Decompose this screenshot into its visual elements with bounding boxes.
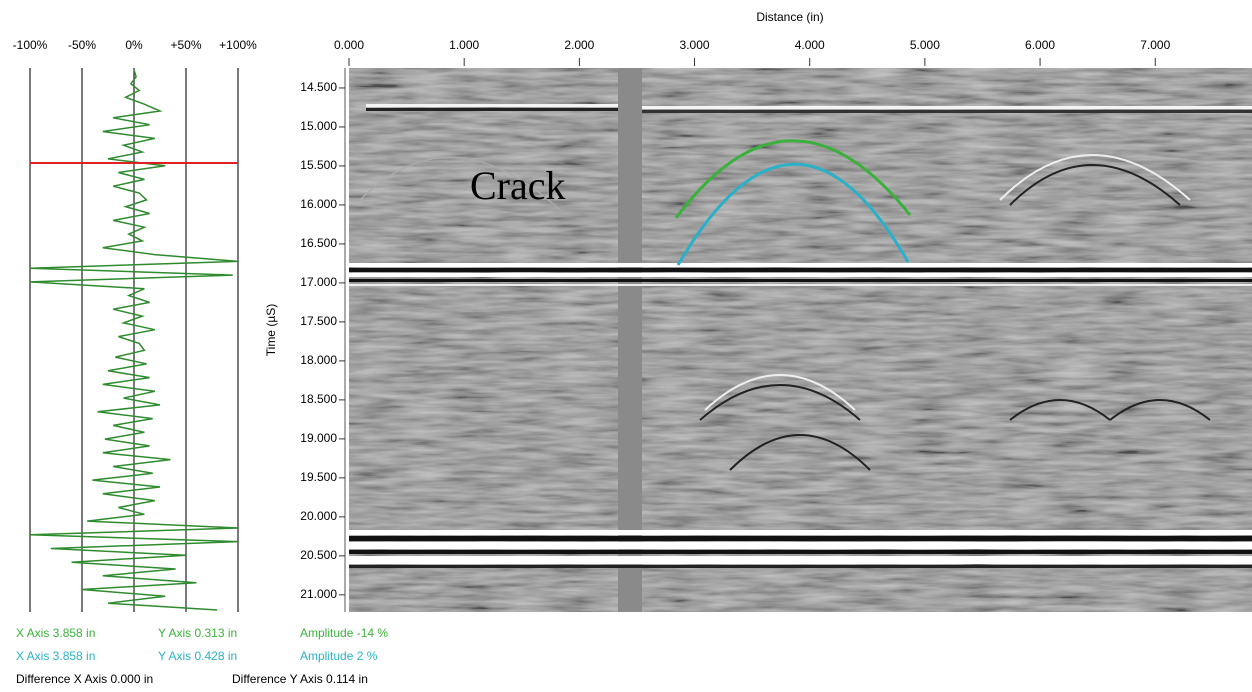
readout: X Axis 3.858 in — [16, 649, 95, 663]
readout: Difference Y Axis 0.114 in — [232, 672, 368, 686]
readout: Amplitude 2 % — [300, 649, 378, 663]
y-tick-label: 17.500 — [300, 314, 337, 328]
readout: X Axis 3.858 in — [16, 626, 95, 640]
readout: Amplitude -14 % — [300, 626, 388, 640]
y-tick-label: 16.000 — [300, 197, 337, 211]
x-tick-label: 7.000 — [1140, 38, 1170, 52]
y-tick-label: 21.000 — [300, 587, 337, 601]
y-tick-label: 18.500 — [300, 392, 337, 406]
green-pick-curve — [674, 139, 912, 219]
x-tick-label: -100% — [13, 38, 48, 52]
y-tick-label: 15.000 — [300, 119, 337, 133]
y-tick-label: 20.000 — [300, 509, 337, 523]
y-tick-label: 19.000 — [300, 431, 337, 445]
x-tick-label: 0% — [125, 38, 143, 52]
x-tick-label: -50% — [68, 38, 96, 52]
x-tick-label: 1.000 — [449, 38, 479, 52]
x-tick-label: 6.000 — [1025, 38, 1055, 52]
readout: Y Axis 0.313 in — [158, 626, 237, 640]
y-tick-label: 18.000 — [300, 353, 337, 367]
y-tick-label: 19.500 — [300, 470, 337, 484]
y-axis-title: Time (µS) — [264, 304, 278, 356]
x-tick-label: +100% — [219, 38, 257, 52]
x-tick-label: 0.000 — [334, 38, 364, 52]
y-tick-label: 16.500 — [300, 236, 337, 250]
x-tick-label: 5.000 — [910, 38, 940, 52]
cyan-pick-curve — [676, 162, 910, 266]
x-tick-label: +50% — [170, 38, 201, 52]
x-tick-label: 4.000 — [795, 38, 825, 52]
reflections — [349, 104, 1252, 568]
y-tick-label: 17.000 — [300, 275, 337, 289]
y-tick-label: 15.500 — [300, 158, 337, 172]
readout: Difference X Axis 0.000 in — [16, 672, 153, 686]
y-tick-label: 20.500 — [300, 548, 337, 562]
x-tick-label: 3.000 — [680, 38, 710, 52]
x-tick-label: 2.000 — [564, 38, 594, 52]
waveform-trace — [29, 69, 239, 611]
crack-annotation: Crack — [470, 163, 566, 208]
readout: Y Axis 0.428 in — [158, 649, 237, 663]
radargram-texture — [349, 68, 1252, 612]
x-axis-title: Distance (in) — [756, 10, 823, 24]
gap-column — [618, 68, 642, 612]
y-tick-label: 14.500 — [300, 80, 337, 94]
